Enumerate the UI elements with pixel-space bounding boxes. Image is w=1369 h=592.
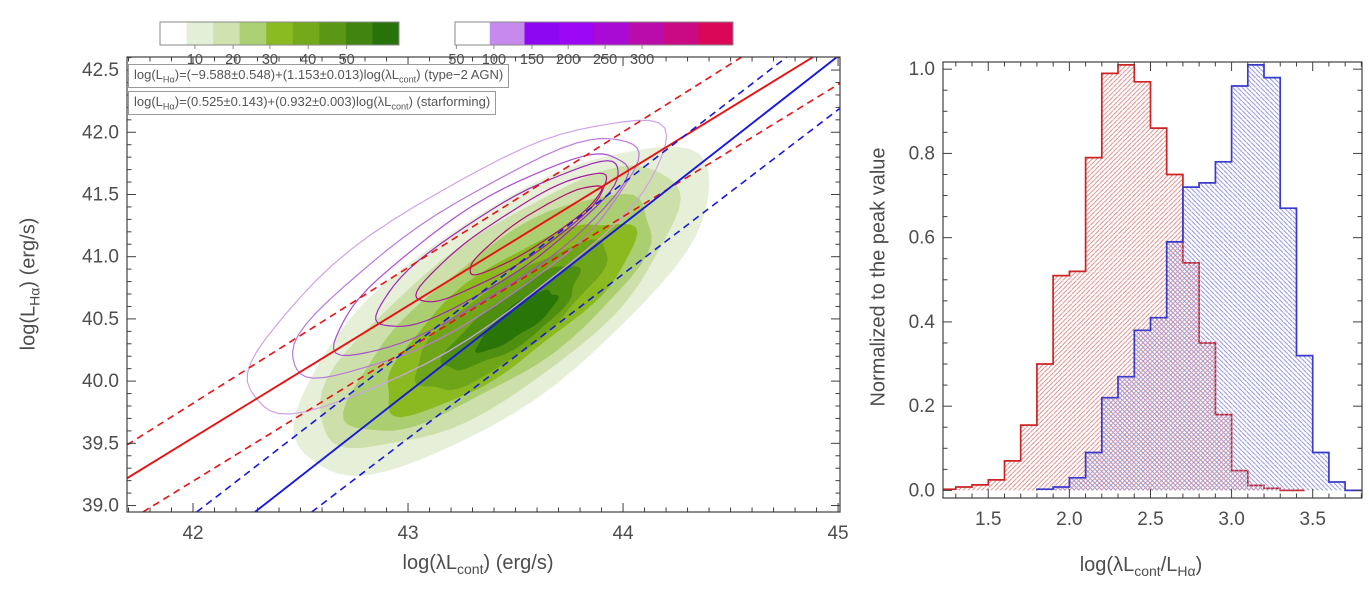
purple-contour-level-100 — [291, 137, 640, 379]
purple-colorbar-tick-label: 200 — [556, 52, 580, 68]
y-tick-label: 40.5 — [82, 309, 119, 330]
purple-contour-level-300 — [469, 185, 603, 276]
left-y-axis-title: log(LHα) (erg/s) — [17, 217, 43, 351]
purple-contour-level-150 — [332, 153, 629, 357]
starforming-lower-env-line — [311, 107, 840, 512]
y-tick-label: 39.5 — [82, 433, 119, 454]
x-tick-label: 45 — [827, 523, 848, 544]
y-tick-label: 42.0 — [82, 122, 119, 143]
green-colorbar: 10 20 30 40 50 — [159, 21, 400, 68]
y-tick-label: 41.5 — [82, 184, 119, 205]
x-tick-label: 1.5 — [975, 509, 1001, 530]
right-axes: 1.5 2.0 2.5 3.0 3.5 0.0 0.2 0.4 0.6 0.8 1.0 — [909, 59, 1363, 530]
left-axes: 42 43 44 45 39.0 39.5 40.0 40.5 41.0 41.5 42.0 42.5 — [82, 56, 849, 544]
y-tick-label: 0.6 — [909, 228, 935, 249]
starforming-upper-env-line — [196, 57, 788, 512]
purple-colorbar-tick-label: 300 — [630, 52, 654, 68]
purple-colorbar: 50 100 150 200 250 300 — [448, 21, 734, 68]
purple-colorbar-tick-label: 150 — [520, 52, 544, 68]
left-contour-plot — [127, 57, 840, 512]
right-x-axis-title: log(λLcont/LHα) — [1079, 554, 1203, 579]
equation-type2-agn: log(LHα)=(−9.588±0.548)+(1.153±0.013)log… — [128, 64, 510, 89]
y-tick-label: 40.0 — [82, 371, 119, 392]
type2-agn-upper-env-line — [127, 57, 743, 446]
x-tick-label: 42 — [182, 523, 203, 544]
purple-contour-level-200 — [375, 160, 619, 327]
y-tick-label: 0.4 — [909, 312, 936, 333]
x-tick-label: 2.0 — [1056, 509, 1082, 530]
green-contour-level-60 — [475, 289, 559, 353]
x-tick-label: 3.0 — [1218, 509, 1244, 530]
equation-starforming: log(LHα)=(0.525±0.143)+(0.932±0.003)log(… — [128, 91, 497, 116]
purple-colorbar-tick-label: 250 — [593, 52, 617, 68]
y-tick-label: 0.2 — [909, 396, 935, 417]
purple-contour-level-50 — [246, 119, 668, 415]
right-y-axis-title: Normalized to the peak value — [867, 147, 890, 407]
y-tick-label: 1.0 — [909, 59, 935, 80]
type2-agn-lower-env-line — [142, 82, 840, 512]
right-histogram-plot — [943, 64, 1362, 492]
type2-agn-fit-line — [127, 57, 814, 480]
x-tick-label: 44 — [612, 523, 634, 544]
x-tick-label: 43 — [397, 523, 418, 544]
blue-histogram-outline — [1036, 64, 1362, 492]
starforming-fit-line — [254, 57, 838, 512]
y-tick-label: 41.0 — [82, 247, 119, 268]
left-x-axis-title: log(λLcont) (erg/s) — [402, 552, 554, 577]
y-tick-label: 39.0 — [82, 496, 119, 517]
y-tick-label: 0.8 — [909, 143, 935, 164]
y-tick-label: 42.5 — [82, 60, 119, 81]
y-tick-label: 0.0 — [909, 480, 935, 501]
x-tick-label: 3.5 — [1299, 509, 1325, 530]
x-tick-label: 2.5 — [1137, 509, 1163, 530]
